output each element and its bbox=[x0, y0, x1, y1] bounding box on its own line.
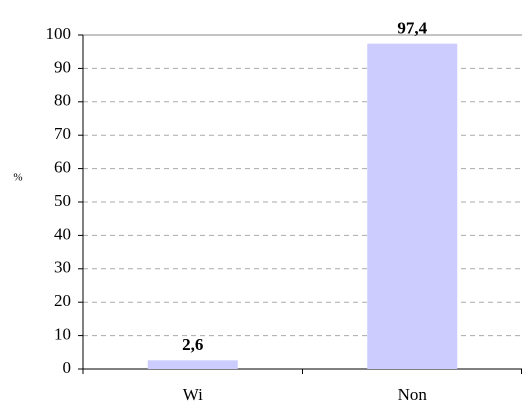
data-label: 97,4 bbox=[397, 19, 427, 38]
bar bbox=[147, 360, 238, 369]
y-tick-label: 80 bbox=[54, 91, 71, 110]
y-tick-label: 60 bbox=[54, 158, 71, 177]
x-tick-label: Non bbox=[398, 385, 428, 404]
x-tick-label: Wi bbox=[183, 385, 203, 404]
data-label: 2,6 bbox=[182, 335, 203, 354]
y-tick-label: 50 bbox=[54, 191, 71, 210]
y-tick-label: 100 bbox=[46, 24, 72, 43]
y-tick-label: 90 bbox=[54, 57, 71, 76]
y-tick-label: 20 bbox=[54, 291, 71, 310]
y-tick-label: 70 bbox=[54, 124, 71, 143]
y-tick-label: 10 bbox=[54, 325, 71, 344]
y-axis-label: % bbox=[13, 172, 22, 184]
y-tick-label: 30 bbox=[54, 258, 71, 277]
y-tick-label: 40 bbox=[54, 224, 71, 243]
y-tick-label: 0 bbox=[63, 358, 72, 377]
bar bbox=[367, 43, 458, 370]
